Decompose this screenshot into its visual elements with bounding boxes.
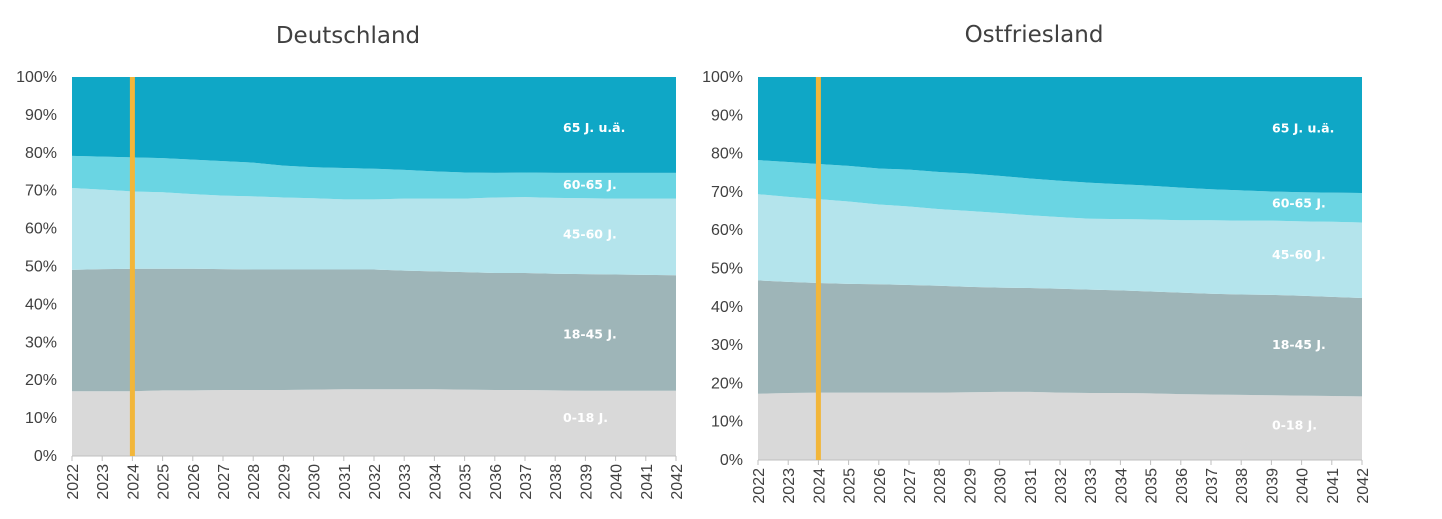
y-tick-label: 90% (711, 107, 743, 124)
x-tick-label: 2035 (458, 464, 475, 500)
band-label-3: 60-65 J. (1272, 195, 1326, 210)
y-tick-label: 80% (711, 146, 743, 163)
x-tick-label: 2038 (548, 464, 565, 500)
y-tick-label: 70% (25, 183, 57, 200)
band-label-4: 65 J. u.ä. (563, 120, 625, 135)
x-tick-label: 2029 (962, 468, 979, 504)
area-bands (758, 77, 1362, 460)
x-tick-label: 2037 (1204, 468, 1221, 504)
y-tick-label: 40% (25, 296, 57, 313)
x-tick-label: 2041 (639, 464, 656, 500)
x-tick-label: 2039 (1264, 468, 1281, 504)
x-tick-label: 2022 (751, 468, 768, 504)
y-tick-label: 10% (711, 414, 743, 431)
x-tick-label: 2042 (669, 464, 686, 500)
x-tick-label: 2036 (488, 464, 505, 500)
area-band-2 (758, 194, 1362, 298)
x-tick-label: 2042 (1355, 468, 1372, 504)
axes: 0% 10% 20% 30% 40% 50% 60% 70% 80% 90% 100% 2022 202… (702, 69, 1372, 504)
band-label-2: 45-60 J. (563, 226, 617, 241)
y-tick-label: 20% (711, 375, 743, 392)
x-tick-label: 2032 (1053, 468, 1070, 504)
x-tick-label: 2025 (842, 468, 859, 504)
x-tick-label: 2028 (932, 468, 949, 504)
x-tick-label: 2028 (246, 464, 263, 500)
y-tick-label: 20% (25, 372, 57, 389)
x-tick-label: 2033 (1083, 468, 1100, 504)
y-tick-label: 50% (25, 259, 57, 276)
chart-title: Ostfriesland (965, 22, 1104, 48)
x-tick-label: 2038 (1234, 468, 1251, 504)
chart-deutschland: Deutschland 0-18 J. 18-45 J. 45-60 J. 60-65… (16, 23, 686, 500)
band-label-1: 18-45 J. (563, 327, 617, 342)
x-tick-label: 2035 (1144, 468, 1161, 504)
area-band-0 (758, 391, 1362, 460)
x-tick-label: 2024 (811, 468, 828, 504)
x-tick-label: 2030 (993, 468, 1010, 504)
band-labels: 0-18 J. 18-45 J. 45-60 J. 60-65 J. 65 J. u.ä… (1272, 121, 1334, 433)
y-tick-label: 100% (702, 69, 743, 86)
y-tick-label: 40% (711, 299, 743, 316)
x-tick-label: 2034 (427, 464, 444, 500)
x-tick-label: 2031 (1023, 468, 1040, 504)
x-tick-label: 2027 (902, 468, 919, 504)
area-band-0 (72, 389, 676, 456)
y-tick-label: 100% (16, 69, 57, 86)
y-tick-label: 80% (25, 145, 57, 162)
x-tick-label: 2031 (337, 464, 354, 500)
x-tick-label: 2029 (276, 464, 293, 500)
x-tick-label: 2026 (872, 468, 889, 504)
x-tick-label: 2023 (95, 464, 112, 500)
band-label-2: 45-60 J. (1272, 247, 1326, 262)
chart-ostfriesland: Ostfriesland 0-18 J. 18-45 J. 45-60 J. 60-6… (702, 22, 1372, 504)
area-band-2 (72, 188, 676, 276)
band-label-1: 18-45 J. (1272, 337, 1326, 352)
x-tick-label: 2030 (307, 464, 324, 500)
x-tick-label: 2039 (578, 464, 595, 500)
area-band-4 (72, 77, 676, 173)
x-tick-label: 2026 (186, 464, 203, 500)
x-tick-label: 2040 (1295, 468, 1312, 504)
x-tick-label: 2024 (125, 464, 142, 500)
y-tick-label: 30% (711, 337, 743, 354)
x-tick-label: 2022 (65, 464, 82, 500)
x-tick-label: 2032 (367, 464, 384, 500)
y-tick-label: 90% (25, 107, 57, 124)
y-tick-label: 70% (711, 184, 743, 201)
x-tick-label: 2025 (156, 464, 173, 500)
band-labels: 0-18 J. 18-45 J. 45-60 J. 60-65 J. 65 J. u.ä… (563, 120, 625, 425)
area-band-3 (72, 155, 676, 200)
y-tick-label: 0% (34, 448, 57, 465)
x-tick-label: 2036 (1174, 468, 1191, 504)
chart-title: Deutschland (276, 23, 420, 49)
band-label-4: 65 J. u.ä. (1272, 121, 1334, 136)
x-tick-label: 2023 (781, 468, 798, 504)
x-tick-label: 2040 (609, 464, 626, 500)
y-tick-label: 0% (720, 452, 743, 469)
axes: 0% 10% 20% 30% 40% 50% 60% 70% 80% 90% 100% 2022 202… (16, 69, 686, 500)
band-label-0: 0-18 J. (1272, 418, 1317, 433)
x-tick-label: 2033 (397, 464, 414, 500)
x-tick-label: 2027 (216, 464, 233, 500)
area-band-4 (758, 77, 1362, 194)
area-bands (72, 77, 676, 456)
x-tick-label: 2041 (1325, 468, 1342, 504)
area-band-1 (758, 280, 1362, 397)
band-label-0: 0-18 J. (563, 410, 608, 425)
y-tick-label: 30% (25, 334, 57, 351)
x-tick-label: 2034 (1113, 468, 1130, 504)
y-tick-label: 60% (711, 222, 743, 239)
area-band-3 (758, 160, 1362, 223)
band-label-3: 60-65 J. (563, 177, 617, 192)
y-tick-label: 60% (25, 221, 57, 238)
y-tick-label: 50% (711, 261, 743, 278)
area-band-1 (72, 268, 676, 392)
y-tick-label: 10% (25, 410, 57, 427)
x-tick-label: 2037 (518, 464, 535, 500)
